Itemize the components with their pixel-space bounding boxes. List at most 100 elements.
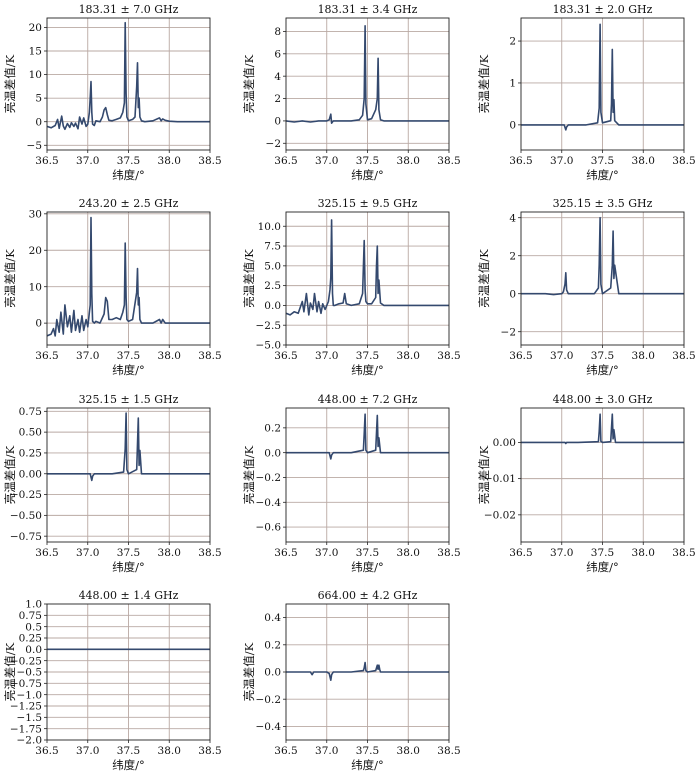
chart-panel: 36.5 37.0 37.5 38.0 38.5 0 10 20 30 243.20 ± 2.5 … — [3, 197, 222, 377]
y-tick-label: 6 — [274, 48, 281, 60]
x-tick-label: 38.5 — [437, 745, 460, 757]
x-tick-label: 37.0 — [315, 745, 338, 757]
y-tick-label: −0.50 — [10, 510, 42, 522]
y-tick-label: −0.5 — [17, 667, 43, 679]
y-tick-label: 5 — [35, 93, 42, 105]
x-tick-label: 37.0 — [550, 155, 573, 167]
y-axis-label: 亮温差值/K — [242, 249, 256, 308]
series-line — [521, 216, 684, 296]
x-tick-label: 37.5 — [117, 745, 140, 757]
panel-title: 448.00 ± 1.4 GHz — [79, 589, 179, 602]
y-tick-label: 0.50 — [19, 427, 42, 439]
plot-frame — [46, 211, 211, 346]
plot-frame — [285, 211, 450, 346]
x-tick-label: 37.5 — [117, 155, 140, 167]
y-tick-label: 0 — [509, 288, 516, 300]
x-tick-label: 37.0 — [76, 745, 99, 757]
y-tick-label: 30 — [29, 208, 42, 220]
chart-panel: 36.5 37.0 37.5 38.0 38.5 −0.6 −0.4 −0.2 0.0 0.2 44… — [242, 393, 461, 574]
x-tick-label: 37.0 — [315, 350, 338, 362]
x-tick-label: 38.5 — [672, 155, 695, 167]
y-tick-label: −0.6 — [256, 522, 282, 534]
y-tick-label: −2 — [501, 326, 516, 338]
y-tick-label: 0 — [35, 116, 42, 128]
y-tick-label: −0.4 — [256, 721, 282, 733]
x-tick-label: 36.5 — [274, 155, 297, 167]
x-tick-label: 37.5 — [117, 547, 140, 559]
plot-frame — [520, 211, 685, 346]
x-tick-label: 38.0 — [632, 155, 655, 167]
panel-title: 183.31 ± 3.4 GHz — [318, 3, 418, 16]
plot-frame — [285, 407, 450, 543]
y-axis-label: 亮温差值/K — [3, 445, 17, 504]
x-tick-label: 38.5 — [437, 350, 460, 362]
x-tick-label: 38.0 — [397, 155, 420, 167]
x-tick-label: 38.0 — [397, 350, 420, 362]
x-tick-label: 36.5 — [509, 155, 532, 167]
y-tick-label: 4 — [274, 71, 281, 83]
chart-panel: 36.5 37.0 37.5 38.0 38.5 −0.4 −0.2 0.0 0.2 0.4 664… — [242, 589, 461, 772]
x-tick-label: 38.5 — [672, 547, 695, 559]
x-axis-label: 纬度/° — [351, 560, 384, 574]
plot-frame — [285, 17, 450, 151]
y-tick-label: −0.25 — [10, 489, 42, 501]
plot-frame — [46, 407, 211, 543]
y-tick-label: −5.0 — [256, 340, 282, 352]
x-tick-label: 36.5 — [274, 350, 297, 362]
x-axis-label: 纬度/° — [112, 168, 145, 182]
y-tick-label: −1.25 — [10, 701, 42, 713]
y-tick-label: 0.75 — [19, 610, 42, 622]
y-axis-label: 亮温差值/K — [3, 249, 17, 308]
y-tick-label: 20 — [29, 245, 42, 257]
y-tick-label: 1 — [509, 78, 516, 90]
x-tick-label: 37.0 — [315, 155, 338, 167]
y-tick-label: −0.75 — [10, 678, 42, 690]
panel-title: 183.31 ± 2.0 GHz — [553, 3, 653, 16]
x-tick-label: 37.0 — [76, 350, 99, 362]
x-tick-label: 38.5 — [437, 155, 460, 167]
series-line — [285, 24, 449, 124]
x-axis-label: 纬度/° — [112, 560, 145, 574]
x-tick-label: 38.0 — [158, 745, 181, 757]
y-tick-label: 2 — [509, 250, 516, 262]
x-tick-label: 38.0 — [158, 155, 181, 167]
plot-frame — [46, 603, 211, 741]
y-tick-label: 2 — [509, 36, 516, 48]
chart-panel: 36.5 37.0 37.5 38.0 38.5 −2.0−1.75−1.5−1.25−1… — [3, 589, 222, 772]
x-tick-label: 38.5 — [198, 155, 221, 167]
y-tick-label: 0.2 — [264, 422, 281, 434]
y-axis-label: 亮温差值/K — [242, 642, 256, 701]
x-tick-label: 38.5 — [198, 350, 221, 362]
panel-title: 183.31 ± 7.0 GHz — [79, 3, 179, 16]
y-tick-label: 0.25 — [19, 448, 42, 460]
chart-panel: 36.5 37.0 37.5 38.0 38.5 −2 0 2 4 325.15 ± 3.5 GH… — [477, 197, 696, 377]
y-axis-label: 亮温差值/K — [3, 54, 17, 113]
y-tick-label: 10 — [29, 281, 42, 293]
y-tick-label: −2.5 — [256, 320, 282, 332]
y-tick-label: −1.5 — [17, 712, 43, 724]
y-tick-label: 2.5 — [264, 280, 281, 292]
x-axis-label: 纬度/° — [351, 363, 384, 377]
panel-title: 325.15 ± 1.5 GHz — [79, 393, 179, 406]
series-line — [46, 21, 210, 131]
panel-title: 448.00 ± 3.0 GHz — [553, 393, 653, 406]
y-tick-label: 0.0 — [25, 644, 42, 656]
y-axis-label: 亮温差值/K — [477, 445, 491, 504]
x-tick-label: 37.5 — [356, 547, 379, 559]
series-line — [285, 219, 449, 316]
series-line — [521, 413, 684, 445]
y-tick-label: 0.0 — [264, 447, 281, 459]
x-tick-label: 37.0 — [76, 547, 99, 559]
y-tick-label: 10 — [29, 69, 42, 81]
y-tick-label: 0 — [274, 116, 281, 128]
y-tick-label: 0.25 — [19, 633, 42, 645]
y-tick-label: 7.5 — [264, 241, 281, 253]
panel-title: 325.15 ± 9.5 GHz — [318, 197, 418, 210]
x-tick-label: 38.0 — [632, 350, 655, 362]
chart-panel: 36.5 37.0 37.5 38.0 38.5 −5 0 5 10 15 20 183.31 ± 7… — [3, 3, 222, 182]
x-tick-label: 37.5 — [356, 350, 379, 362]
y-axis-label: 亮温差值/K — [3, 642, 17, 701]
y-tick-label: −0.4 — [256, 497, 282, 509]
series-line — [47, 412, 210, 482]
y-tick-label: 8 — [274, 26, 281, 38]
